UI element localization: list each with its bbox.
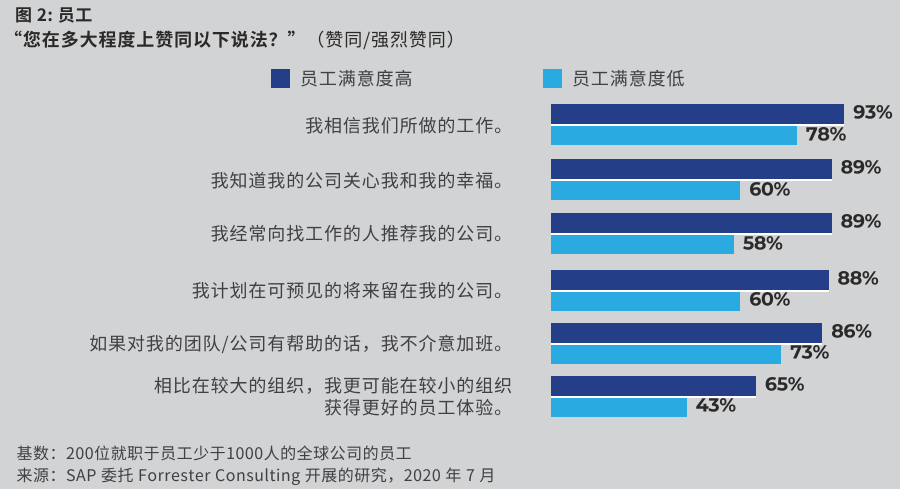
subtitle-question: “您在多大程度上赞同以下说法？” [4, 26, 307, 52]
bar-row-1: 我相信我们所做的工作。 93% 78% [0, 103, 900, 146]
bar-low-satisfaction-6: 43% [551, 396, 736, 417]
bar-row-5: 如果对我的团队/公司有帮助的话，我不介意加班。 86% 73% [0, 321, 900, 364]
footnotes: 基数：200位就职于员工少于1000人的全球公司的员工 来源：SAP 委托 Fo… [17, 441, 496, 485]
category-label-2: 我知道我的公司关心我和我的幸福。 [210, 166, 513, 193]
category-label-6: 相比在较大的组织，我更可能在较小的组织 获得更好的员工体验。 [153, 371, 513, 421]
legend-label-high-satisfaction: 员工满意度高 [300, 64, 414, 91]
category-label-4: 我计划在可预见的将来留在我的公司。 [191, 276, 513, 303]
bar-pair-6: 65% 43% [551, 374, 804, 417]
bar-pair-5: 86% 73% [551, 321, 872, 364]
bar-high-satisfaction-5: 86% [551, 321, 872, 345]
category-label-3: 我经常向找工作的人推荐我的公司。 [210, 220, 513, 247]
bar-pair-1: 93% 78% [551, 103, 893, 146]
bar-high-satisfaction-3: 89% [551, 212, 881, 236]
bar-pair-4: 88% 60% [551, 268, 879, 311]
legend-item-low-satisfaction: 员工满意度低 [543, 64, 686, 91]
category-label-1: 我相信我们所做的工作。 [305, 111, 513, 138]
bar-row-6: 相比在较大的组织，我更可能在较小的组织 获得更好的员工体验。 65% 43% [0, 371, 900, 421]
legend-label-low-satisfaction: 员工满意度低 [572, 64, 686, 91]
value-label-high-1: 93% [853, 100, 893, 124]
category-label-5: 如果对我的团队/公司有帮助的话，我不介意加班。 [89, 329, 513, 356]
figure-subtitle: “您在多大程度上赞同以下说法？”（赞同/强烈赞同） [4, 27, 466, 52]
value-label-high-2: 89% [840, 155, 882, 179]
bar-high-satisfaction-1: 93% [551, 103, 893, 127]
legend-item-high-satisfaction: 员工满意度高 [271, 64, 414, 91]
bar-high-satisfaction-6: 65% [551, 374, 804, 398]
bar-low-satisfaction-5: 73% [551, 343, 829, 364]
figure-title: 图 2: 员工 [15, 1, 93, 26]
value-label-low-1: 78% [805, 122, 846, 146]
bar-row-3: 我经常向找工作的人推荐我的公司。 89% 58% [0, 212, 900, 255]
bar-low-satisfaction-1: 78% [551, 124, 846, 146]
value-label-low-4: 60% [749, 287, 790, 311]
bar-low-satisfaction-2: 60% [551, 179, 790, 201]
bar-high-satisfaction-2: 89% [551, 158, 881, 182]
bar-low-satisfaction-3: 58% [551, 233, 783, 255]
value-label-low-6: 43% [695, 393, 736, 417]
legend-swatch-high-satisfaction [271, 68, 290, 88]
bar-low-satisfaction-4: 60% [551, 290, 790, 311]
footnote-base: 基数：200位就职于员工少于1000人的全球公司的员工 [16, 440, 413, 464]
footnote-source: 来源：SAP 委托 Forrester Consulting 开展的研究，202… [16, 462, 496, 486]
value-label-low-5: 73% [790, 340, 829, 364]
value-label-high-6: 65% [764, 372, 805, 396]
bar-row-2: 我知道我的公司关心我和我的幸福。 89% 60% [0, 158, 900, 201]
bar-pair-3: 89% 58% [551, 212, 881, 255]
value-label-high-5: 86% [831, 319, 872, 343]
value-label-high-3: 89% [840, 209, 882, 233]
value-label-low-3: 58% [742, 231, 783, 255]
bar-row-4: 我计划在可预见的将来留在我的公司。 88% 60% [0, 268, 900, 311]
subtitle-note: （赞同/强烈赞同） [306, 26, 466, 52]
value-label-high-4: 88% [837, 266, 879, 290]
value-label-low-2: 60% [749, 177, 790, 201]
bar-high-satisfaction-4: 88% [551, 268, 879, 292]
bar-pair-2: 89% 60% [551, 158, 881, 201]
legend-swatch-low-satisfaction [543, 68, 562, 88]
